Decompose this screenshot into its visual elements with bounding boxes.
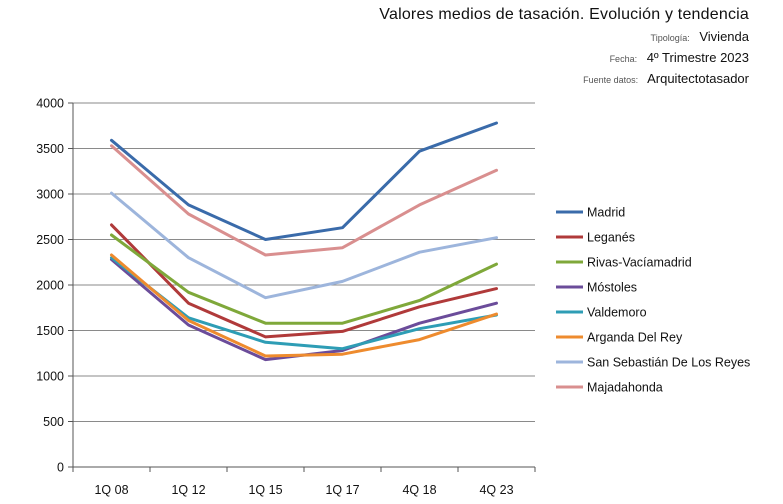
data-point [264,358,267,361]
series-line-6 [110,191,498,300]
y-tick-label: 3000 [36,188,64,202]
legend: Madrid Leganés Rivas-Vacíamadrid Móstoles Va… [556,206,750,395]
data-point [110,233,113,237]
legend-label: Valdemoro [587,306,647,320]
data-point [341,226,344,229]
x-tick-label: 1Q 15 [248,483,282,497]
gridlines [73,102,535,422]
data-point [110,253,113,257]
data-point [341,330,344,333]
data-point [418,203,421,207]
data-point [341,352,344,356]
series-line-5 [110,253,498,358]
legend-label: Arganda Del Rey [587,331,683,345]
data-point [264,253,267,257]
data-point [418,251,421,254]
fuente-row: Fuente datos: Arquitectotasador [379,69,749,90]
data-point [418,150,421,153]
y-tick-label: 3500 [36,142,64,156]
data-point [187,302,190,305]
data-point [187,203,190,207]
tipologia-label: Tipología: [650,33,690,43]
data-point [341,280,344,283]
series-line-7 [110,144,498,257]
legend-label: Móstoles [587,281,637,295]
fecha-value: 4º Trimestre 2023 [646,50,749,65]
series-line-0 [110,121,498,241]
chart-title: Valores medios de tasación. Evolución y … [379,6,749,23]
series-lines [110,121,498,362]
data-point [495,262,498,266]
data-point [418,299,421,302]
x-tick-label: 4Q 18 [402,483,436,497]
fecha-row: Fecha: 4º Trimestre 2023 [379,48,749,69]
x-tick-label: 1Q 17 [325,483,359,497]
data-point [264,238,267,241]
chart-header: Valores medios de tasación. Evolución y … [379,6,749,90]
legend-label: Madrid [587,206,625,220]
data-point [418,305,421,309]
data-point [264,296,267,299]
y-tick-label: 2500 [36,233,64,247]
legend-label: Leganés [587,231,635,245]
x-tick-label: 1Q 12 [171,483,205,497]
tipologia-value: Vivienda [699,29,749,44]
data-point [187,291,190,294]
data-point [110,139,113,142]
x-tick-label: 1Q 08 [94,483,128,497]
data-point [418,338,421,341]
data-point [264,335,267,339]
data-point [187,319,190,322]
data-point [264,354,267,358]
data-point [495,121,498,125]
series-line-2 [110,233,498,325]
series-line-1 [110,223,498,339]
fuente-label: Fuente datos: [583,75,639,85]
legend-label: Rivas-Vacíamadrid [587,256,692,270]
data-point [495,287,498,290]
data-point [264,322,267,325]
legend-label: Majadahonda [587,381,663,395]
data-point [495,312,498,316]
data-point [341,246,344,249]
axes: 0 500 1000 1500 2000 2500 3000 3500 4000 1Q 08 1Q … [36,97,536,497]
y-tick-label: 4000 [36,97,64,111]
data-point [264,341,267,344]
fuente-value: Arquitectotasador [647,71,749,86]
data-point [418,327,421,330]
legend-label: San Sebastián De Los Reyes [587,356,750,370]
data-point [187,323,190,327]
data-point [418,322,421,325]
fecha-label: Fecha: [609,54,638,64]
data-point [110,144,113,147]
data-point [187,256,190,259]
data-point [110,191,113,195]
x-tick-label: 4Q 23 [479,483,513,497]
data-point [341,322,344,325]
y-tick-label: 500 [43,415,64,429]
data-point [187,212,190,216]
y-tick-label: 1000 [36,370,64,384]
data-point [495,302,498,305]
data-point [495,236,498,239]
y-tick-label: 1500 [36,324,64,338]
tipologia-row: Tipología: Vivienda [379,27,749,48]
data-point [495,169,498,172]
data-point [341,347,344,350]
data-point [110,223,113,227]
y-tick-label: 2000 [36,279,64,293]
y-tick-label: 0 [57,461,64,475]
